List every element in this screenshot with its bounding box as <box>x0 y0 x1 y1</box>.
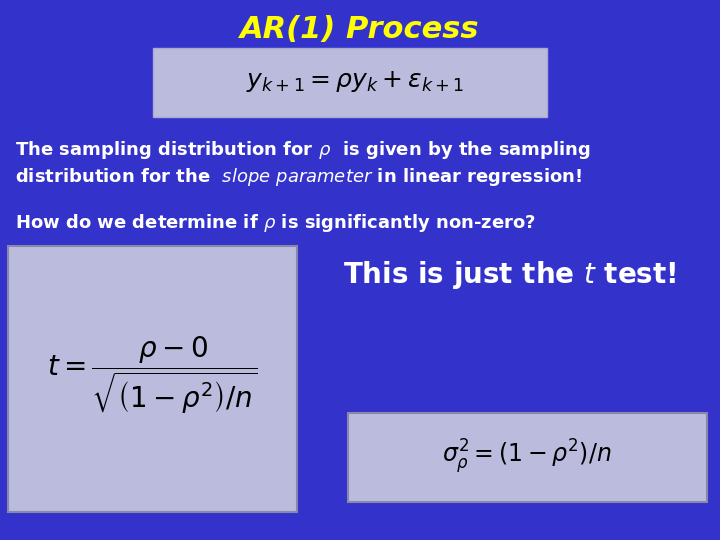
Text: AR(1) Process: AR(1) Process <box>240 16 480 44</box>
FancyBboxPatch shape <box>153 48 547 117</box>
Text: How do we determine if $\rho$ is significantly non-zero?: How do we determine if $\rho$ is signifi… <box>15 212 536 234</box>
Text: The sampling distribution for $\rho$  is given by the sampling: The sampling distribution for $\rho$ is … <box>15 139 591 161</box>
Text: distribution for the  $\mathit{slope\ parameter}$ in linear regression!: distribution for the $\mathit{slope\ par… <box>15 166 582 188</box>
FancyBboxPatch shape <box>348 413 707 502</box>
Text: $y_{k+1} = \rho y_k + \varepsilon_{k+1}$: $y_{k+1} = \rho y_k + \varepsilon_{k+1}$ <box>246 70 464 94</box>
Text: $t=\dfrac{\rho-0}{\sqrt{\left(1-\rho^2\right)/n}}$: $t=\dfrac{\rho-0}{\sqrt{\left(1-\rho^2\r… <box>47 334 257 416</box>
Text: This is just the $\mathit{t}$ test!: This is just the $\mathit{t}$ test! <box>343 259 677 291</box>
Text: $\sigma^2_{\rho}=(1-\rho^2)/n$: $\sigma^2_{\rho}=(1-\rho^2)/n$ <box>442 437 612 476</box>
FancyBboxPatch shape <box>8 246 297 512</box>
